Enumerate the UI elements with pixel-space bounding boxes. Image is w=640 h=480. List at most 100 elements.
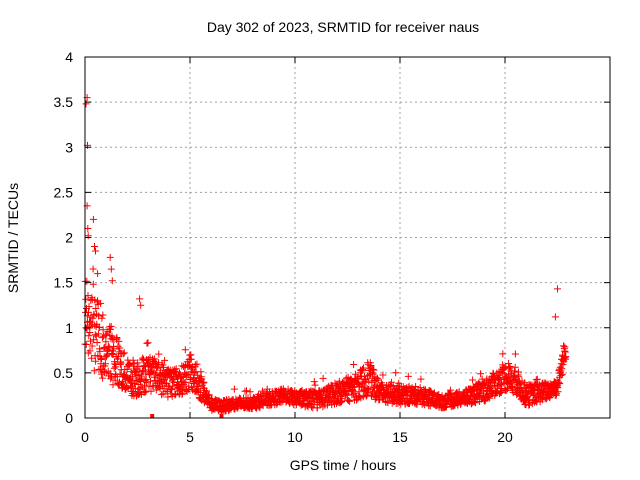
- x-tick-label: 15: [392, 429, 408, 445]
- data-point: [98, 355, 106, 363]
- data-point: [92, 305, 100, 312]
- data-point: [164, 393, 172, 401]
- data-point: [94, 330, 102, 338]
- data-point: [349, 384, 357, 391]
- data-point: [92, 247, 99, 255]
- data-point: [379, 381, 387, 389]
- data-point: [117, 359, 125, 367]
- data-point: [161, 356, 169, 364]
- y-tick-label: 0: [65, 410, 73, 426]
- data-point: [417, 375, 425, 383]
- data-point: [499, 350, 507, 358]
- data-point: [90, 367, 98, 375]
- data-point: [477, 370, 485, 378]
- data-point: [510, 367, 518, 375]
- data-point: [120, 349, 128, 357]
- data-point: [89, 314, 97, 322]
- data-point: [496, 374, 504, 382]
- x-tick-label: 0: [81, 429, 89, 445]
- data-point: [187, 355, 195, 363]
- chart-title: Day 302 of 2023, SRMTID for receiver nau…: [207, 19, 479, 35]
- axis-ticks: 0 0.5 1 1.5 2 2.5 3 3.5 4 0 5 10 15 20: [54, 49, 610, 445]
- data-point: [84, 292, 92, 300]
- y-tick-label: 4: [65, 49, 73, 65]
- data-point: [136, 295, 144, 303]
- data-point: [498, 369, 506, 377]
- data-point: [558, 370, 566, 378]
- data-point: [182, 378, 190, 386]
- x-tick-label: 5: [186, 429, 194, 445]
- zero-marker: [150, 414, 155, 418]
- data-point: [556, 379, 564, 387]
- data-point: [89, 265, 97, 273]
- data-point: [351, 389, 359, 397]
- data-point: [511, 363, 519, 371]
- y-axis-label: SRMTID / TECUs: [5, 183, 21, 293]
- data-point: [360, 364, 367, 372]
- data-point: [99, 311, 107, 319]
- data-point: [147, 377, 154, 385]
- x-tick-label: 20: [497, 429, 513, 445]
- data-point: [123, 383, 131, 391]
- data-point: [119, 350, 127, 358]
- data-point: [107, 265, 115, 273]
- data-point: [92, 357, 100, 365]
- data-point: [168, 386, 176, 393]
- data-point: [310, 378, 318, 386]
- data-point: [191, 361, 199, 369]
- data-point: [505, 373, 513, 381]
- data-point: [89, 215, 97, 223]
- data-point: [84, 232, 92, 240]
- data-point: [319, 374, 327, 382]
- data-point: [474, 392, 482, 400]
- data-point: [130, 360, 138, 368]
- data-point: [133, 359, 141, 367]
- data-point: [144, 339, 152, 347]
- data-point: [200, 378, 208, 386]
- data-point: [158, 391, 166, 399]
- data-point: [85, 332, 93, 340]
- data-point: [91, 331, 99, 339]
- data-point: [486, 394, 494, 402]
- data-point: [243, 387, 250, 395]
- data-point: [551, 313, 559, 321]
- data-point: [139, 354, 147, 362]
- data-point: [311, 381, 319, 389]
- data-point: [155, 350, 163, 358]
- data-point: [412, 383, 420, 390]
- data-point: [89, 280, 97, 288]
- data-point: [87, 337, 94, 345]
- data-point: [95, 323, 103, 331]
- data-point: [128, 372, 136, 380]
- y-tick-label: 0.5: [54, 365, 74, 381]
- data-point: [114, 342, 122, 350]
- data-point: [127, 374, 135, 382]
- data-point: [86, 347, 94, 355]
- data-point: [392, 369, 400, 377]
- data-point: [137, 301, 145, 309]
- data-point: [184, 361, 192, 369]
- data-point: [346, 397, 354, 405]
- data-point: [86, 329, 94, 336]
- grid: [85, 57, 610, 418]
- data-point: [107, 375, 115, 383]
- data-point: [143, 379, 151, 387]
- data-point: [82, 295, 90, 303]
- data-point: [387, 378, 395, 386]
- data-point: [181, 346, 189, 354]
- data-point: [108, 332, 116, 340]
- data-point: [86, 317, 93, 325]
- data-point: [115, 337, 123, 345]
- data-point: [335, 377, 343, 385]
- y-tick-label: 3: [65, 139, 73, 155]
- data-point: [469, 376, 477, 384]
- data-point: [208, 395, 216, 403]
- data-point: [338, 394, 346, 402]
- data-point: [162, 388, 170, 396]
- data-point: [554, 285, 561, 293]
- data-point: [110, 345, 118, 353]
- data-point: [367, 362, 375, 369]
- data-point: [109, 347, 116, 355]
- data-point: [88, 342, 96, 350]
- data-point: [350, 361, 358, 368]
